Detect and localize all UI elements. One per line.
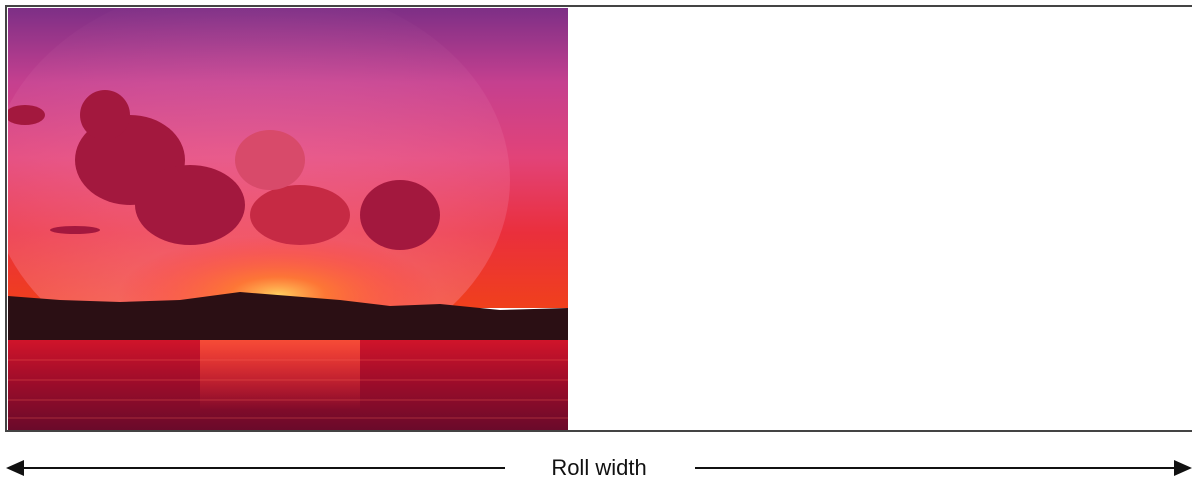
dimension-label: Roll width	[551, 455, 646, 480]
width-arrow	[6, 460, 1192, 476]
sunset-photo	[8, 8, 568, 430]
